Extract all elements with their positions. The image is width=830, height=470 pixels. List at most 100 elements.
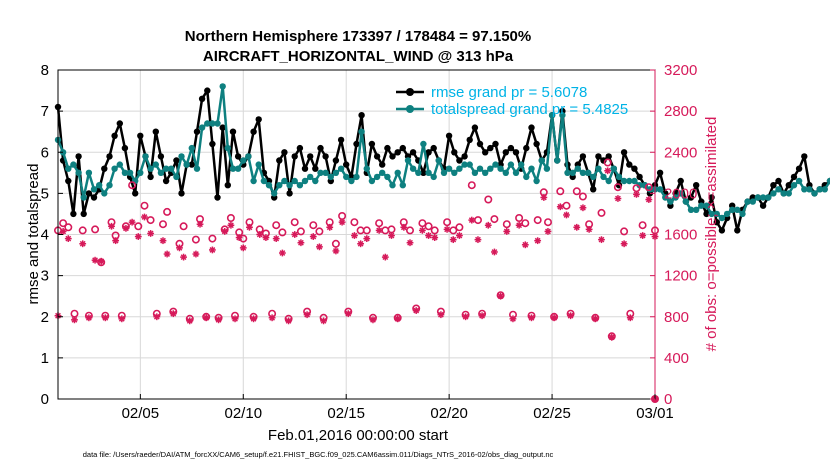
series-0-point (307, 153, 314, 160)
star-stroke (485, 222, 492, 229)
series-0-point (301, 165, 309, 172)
series-1-point (337, 165, 345, 172)
obs-possible-point (272, 221, 281, 230)
y-tick-label: 0 (41, 391, 49, 408)
series-0-point (523, 144, 530, 152)
obs-assimilated-point (497, 292, 505, 300)
series-1-point (255, 161, 262, 168)
obs-possible-point (449, 226, 458, 235)
series-0-point (389, 153, 396, 160)
series-0-point (188, 161, 195, 168)
obs-assimilated-point (303, 311, 311, 319)
series-1-point (718, 214, 726, 222)
series-0-point (420, 169, 427, 176)
star-stroke (382, 254, 389, 261)
series-1-point (281, 177, 288, 185)
obs-assimilated-point (192, 250, 200, 258)
y2-tick-label: 1200 (664, 268, 697, 285)
star-stroke (491, 249, 498, 255)
series-1-point (492, 161, 499, 168)
obs-possible-point (278, 228, 287, 237)
series-1-point (291, 177, 298, 185)
star-stroke (639, 232, 646, 239)
data-file-footnote: data file: /Users/raeder/DAI/ATM_forcXX/… (83, 450, 554, 459)
obs-assimilated-point (326, 223, 334, 231)
obs-possible-point (78, 226, 87, 235)
series-0-point (430, 144, 437, 152)
series-1-point (162, 165, 170, 172)
series-0-point (198, 95, 206, 103)
series-1-point (198, 124, 206, 131)
series-1-point (826, 177, 830, 185)
obs-possible-point (134, 222, 143, 231)
star-stroke (475, 236, 481, 243)
y2-tick-label: 3200 (664, 62, 697, 79)
series-1-point (620, 177, 628, 185)
star-stroke (450, 236, 457, 243)
star-stroke (528, 314, 535, 321)
series-1-point (425, 169, 432, 176)
series-1-point (811, 190, 818, 197)
series-1-point (456, 165, 463, 172)
series-1-point (626, 177, 633, 185)
star-stroke (180, 254, 187, 261)
y-tick-label: 2 (41, 309, 49, 326)
series-1-point (605, 177, 612, 185)
star-stroke (516, 222, 523, 229)
series-1-point (569, 169, 576, 176)
series-0-point (656, 169, 664, 176)
obs-assimilated-point (250, 315, 257, 323)
legend-spread-label: totalspread grand pr = 5.4825 (431, 101, 628, 118)
obs-assimilated-point (388, 232, 395, 239)
obs-assimilated-point (544, 228, 552, 235)
star-stroke (462, 313, 469, 320)
series-1-point (404, 157, 412, 164)
y2-tick-label: 0 (664, 391, 672, 408)
star-stroke (228, 222, 234, 229)
star-stroke (351, 232, 358, 239)
star-stroke (285, 317, 292, 324)
obs-assimilated-point (147, 230, 155, 237)
series-0-point (147, 173, 154, 181)
star-stroke (479, 312, 485, 319)
obs-assimilated-point (108, 222, 115, 230)
series-0-point (193, 128, 201, 135)
series-1-point (250, 177, 257, 185)
obs-assimilated-point (614, 195, 622, 202)
series-1-point (759, 194, 767, 201)
series-0-point (445, 132, 453, 139)
series-1-point (497, 165, 504, 172)
obs-assimilated-point (491, 248, 498, 256)
series-0-point (471, 124, 479, 131)
series-1-point (703, 202, 710, 209)
obs-assimilated-point (406, 239, 414, 247)
obs-assimilated-point (112, 237, 120, 245)
obs-assimilated-point (456, 232, 463, 239)
star-stroke (345, 310, 352, 317)
obs-assimilated-point (394, 315, 402, 323)
obs-assimilated-point (85, 314, 93, 322)
series-0-point (620, 149, 628, 156)
obs-assimilated-point (381, 253, 389, 261)
series-1-point (59, 149, 67, 156)
obs-possible-point (455, 223, 464, 232)
series-0-point (487, 144, 494, 152)
series-0-point (492, 140, 499, 148)
x-axis-label: Feb.01,2016 00:00:00 start (268, 427, 449, 444)
obs-possible-point (603, 158, 612, 167)
obs-assimilated-point (272, 235, 280, 243)
series-0-point (291, 153, 298, 160)
obs-possible-point (644, 183, 653, 192)
obs-assimilated-point (153, 313, 161, 321)
star-stroke (357, 240, 364, 247)
star-stroke (320, 317, 327, 324)
series-1-point (147, 165, 154, 172)
obs-assimilated-point (134, 233, 142, 240)
obs-possible-point (572, 187, 581, 196)
star-stroke (92, 257, 98, 264)
series-1-point (188, 144, 195, 152)
obs-assimilated-point (521, 241, 529, 249)
star-stroke (108, 223, 115, 230)
star-stroke (240, 244, 247, 251)
series-1-point (548, 112, 556, 119)
